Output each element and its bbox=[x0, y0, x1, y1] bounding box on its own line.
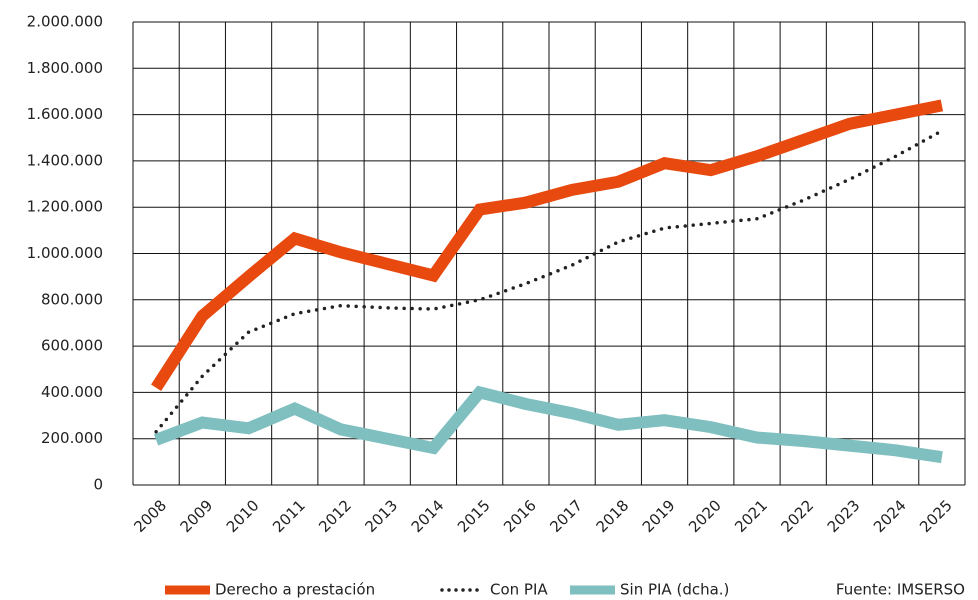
legend-label: Con PIA bbox=[490, 581, 548, 599]
y-tick-label: 1.400.000 bbox=[27, 151, 103, 169]
x-tick-label: 2008 bbox=[130, 496, 170, 536]
y-tick-label: 2.000.000 bbox=[27, 13, 103, 31]
x-tick-label: 2016 bbox=[500, 496, 540, 536]
y-tick-label: 1.000.000 bbox=[27, 244, 103, 262]
y-tick-label: 1.600.000 bbox=[27, 105, 103, 123]
source-note: Fuente: IMSERSO bbox=[836, 581, 965, 599]
y-tick-label: 1.200.000 bbox=[27, 198, 103, 216]
y-tick-label: 400.000 bbox=[41, 383, 103, 401]
y-tick-label: 0 bbox=[93, 476, 103, 494]
legend-label: Derecho a prestación bbox=[215, 581, 375, 599]
x-tick-label: 2022 bbox=[778, 496, 818, 536]
series-line bbox=[154, 385, 943, 464]
y-tick-label: 600.000 bbox=[41, 337, 103, 355]
x-tick-label: 2014 bbox=[408, 496, 448, 536]
x-tick-label: 2021 bbox=[731, 496, 771, 536]
series-line bbox=[151, 99, 944, 392]
legend-label: Sin PIA (dcha.) bbox=[620, 581, 729, 599]
x-tick-label: 2015 bbox=[454, 496, 494, 536]
x-tick-label: 2018 bbox=[593, 496, 633, 536]
x-tick-label: 2023 bbox=[824, 496, 864, 536]
x-tick-label: 2024 bbox=[870, 496, 910, 536]
x-tick-label: 2025 bbox=[916, 496, 956, 536]
series-line bbox=[154, 129, 944, 434]
x-tick-label: 2012 bbox=[315, 496, 355, 536]
x-tick-label: 2011 bbox=[269, 496, 309, 536]
x-tick-label: 2010 bbox=[223, 496, 263, 536]
y-tick-label: 1.800.000 bbox=[27, 59, 103, 77]
x-tick-label: 2013 bbox=[362, 496, 402, 536]
x-tick-label: 2017 bbox=[546, 496, 586, 536]
y-tick-label: 200.000 bbox=[41, 429, 103, 447]
x-tick-label: 2020 bbox=[685, 496, 725, 536]
x-tick-label: 2009 bbox=[177, 496, 217, 536]
x-tick-label: 2019 bbox=[639, 496, 679, 536]
y-tick-label: 800.000 bbox=[41, 290, 103, 308]
